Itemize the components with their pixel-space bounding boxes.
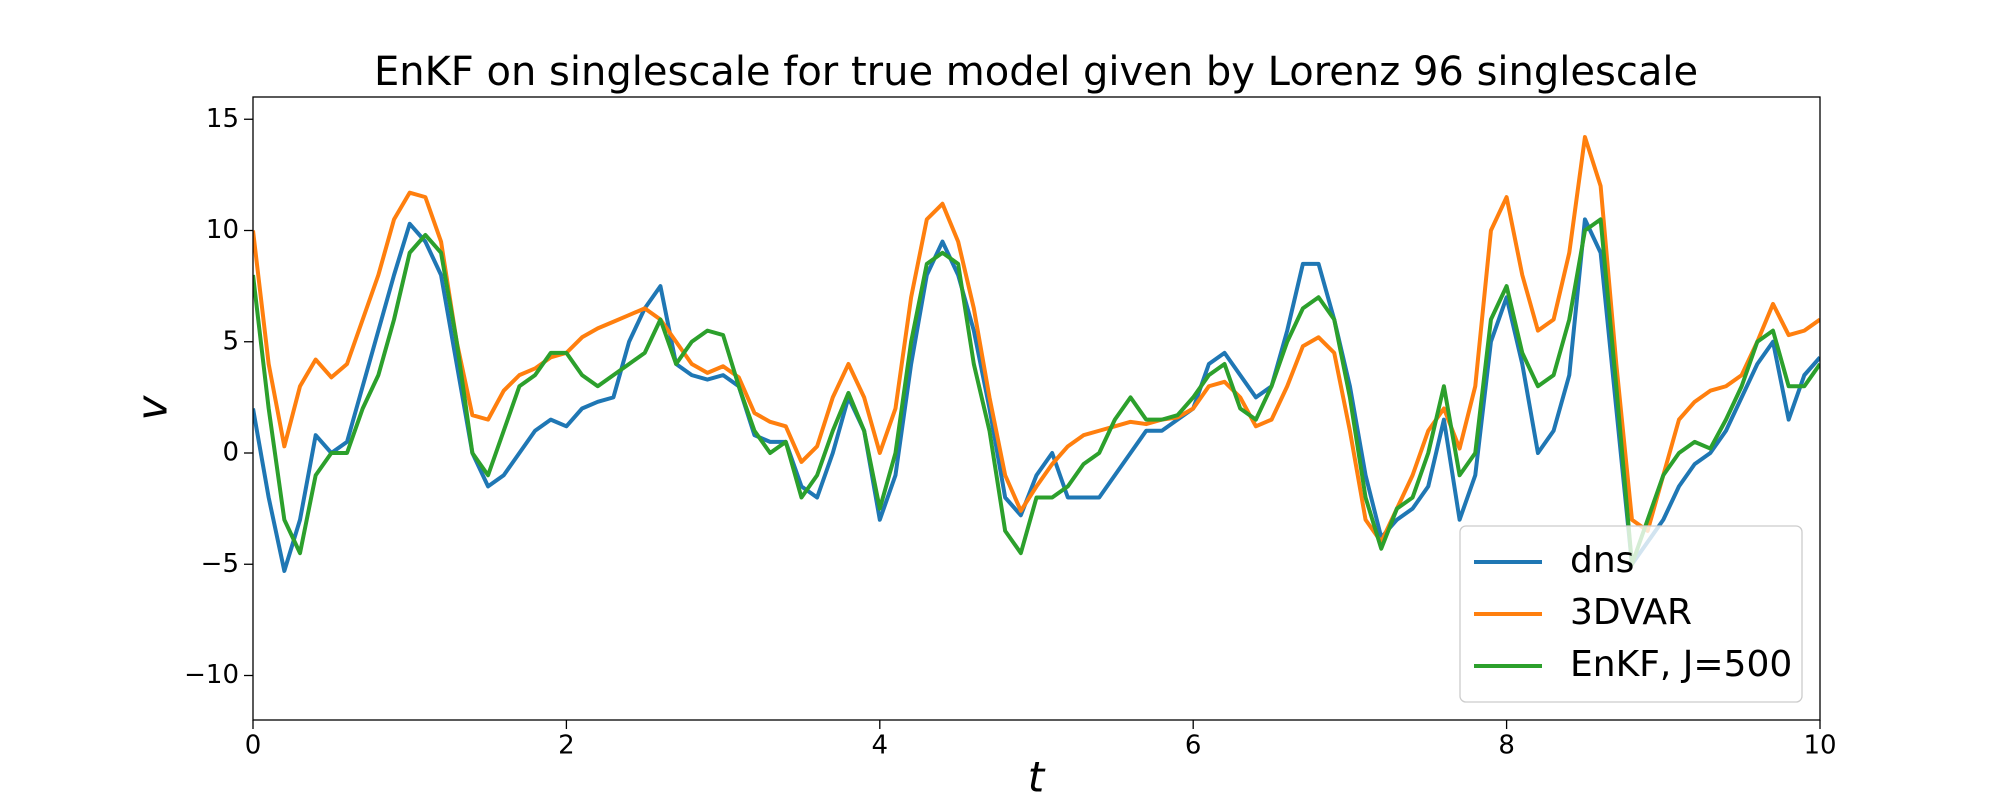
y-tick-label: 15	[206, 104, 239, 134]
series-line	[253, 217, 1820, 567]
y-tick-label: 0	[222, 438, 239, 468]
series-line	[253, 217, 1820, 573]
x-tick-label: 6	[1185, 731, 1202, 761]
legend: dns 3DVAR EnKF, J=500	[1459, 525, 1803, 703]
y-tick-label: 10	[206, 215, 239, 245]
x-tick-label: 8	[1498, 731, 1515, 761]
chart-title: EnKF on singlescale for true model given…	[374, 49, 1698, 95]
y-axis-label: v	[128, 394, 177, 420]
y-tick-label: −10	[184, 660, 239, 690]
series-line	[253, 135, 1820, 544]
x-axis-label: t	[1028, 753, 1046, 800]
legend-box	[1459, 525, 1803, 703]
plot-frame	[252, 96, 1821, 721]
x-tick-label: 0	[245, 731, 262, 761]
y-tick-label: −5	[201, 549, 239, 579]
x-tick-label: 10	[1803, 731, 1836, 761]
x-tick-label: 2	[558, 731, 575, 761]
legend-label: EnKF, J=500	[1570, 644, 1792, 685]
legend-label: dns	[1570, 540, 1634, 581]
legend-label: 3DVAR	[1570, 592, 1692, 633]
y-tick-label: 5	[222, 326, 239, 356]
x-tick-label: 4	[872, 731, 889, 761]
